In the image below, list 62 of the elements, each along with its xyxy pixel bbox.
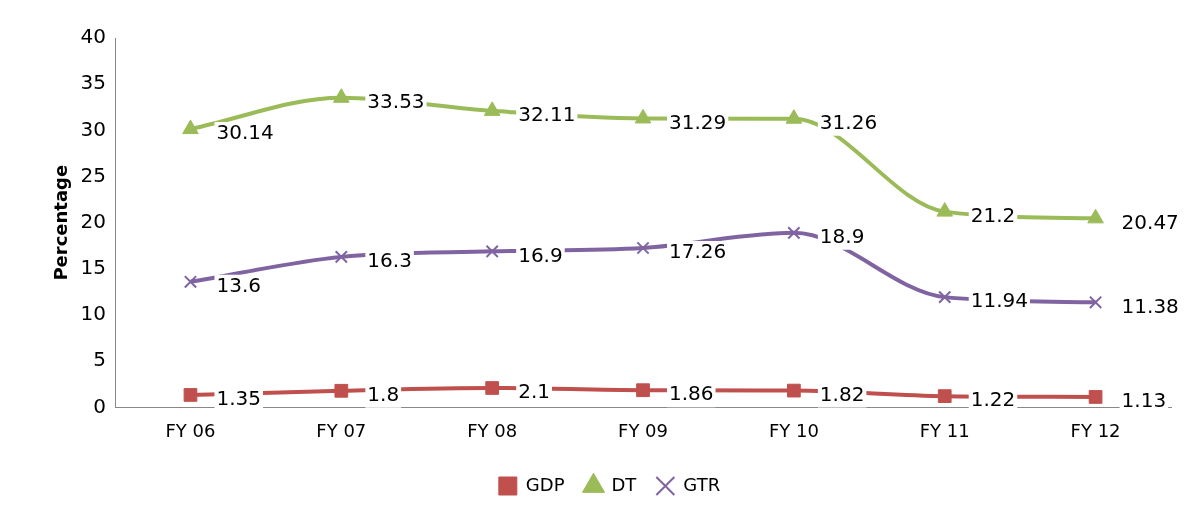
y-tick-label: 25	[80, 162, 107, 187]
point	[485, 244, 499, 258]
y-tick-label: 20	[80, 208, 107, 233]
point	[485, 381, 500, 395]
point	[636, 383, 650, 398]
legend-label: GTR	[683, 473, 721, 495]
data-label: 1.13	[1121, 388, 1167, 413]
legend-label: DT	[611, 473, 638, 495]
data-label: 32.11	[518, 102, 576, 127]
data-label: 1.8	[367, 381, 400, 406]
data-label: 2.1	[518, 379, 550, 404]
data-label: 21.2	[970, 202, 1016, 227]
point	[183, 275, 198, 289]
x-tick-label: FY 06	[165, 419, 216, 441]
x-tick-label: FY 08	[467, 419, 518, 441]
point	[483, 101, 501, 116]
y-tick-label: 5	[93, 347, 107, 372]
data-label: 1.82	[819, 381, 865, 406]
point	[1087, 208, 1104, 224]
y-tick-label: 0	[93, 393, 107, 418]
y-tick-label: 15	[80, 255, 107, 280]
point	[334, 383, 349, 398]
point	[1088, 390, 1103, 404]
y-tick-label: 35	[80, 70, 107, 95]
y-tick-label: 30	[80, 116, 107, 141]
data-label: 31.29	[669, 109, 727, 134]
x-tick-label: FY 10	[768, 419, 819, 441]
x-tick-label: FY 11	[919, 419, 970, 441]
data-label: 1.35	[216, 386, 262, 411]
point	[182, 119, 199, 135]
data-label: 16.3	[367, 248, 412, 273]
y-axis-title: Percentage	[50, 164, 72, 281]
point	[1088, 295, 1103, 309]
y-tick-label: 40	[80, 24, 107, 49]
legend-label: GDP	[525, 473, 565, 495]
point	[785, 109, 803, 124]
y-tick-label: 10	[80, 301, 107, 326]
point	[936, 202, 954, 217]
data-label: 1.22	[970, 387, 1016, 412]
data-label: 18.9	[819, 224, 865, 249]
data-label: 31.26	[819, 109, 878, 134]
data-label: 16.9	[518, 242, 563, 267]
data-label: 11.94	[970, 288, 1028, 313]
data-label: 11.38	[1121, 293, 1179, 318]
point	[787, 383, 801, 398]
data-label: 20.47	[1121, 209, 1179, 234]
point	[937, 389, 952, 403]
data-label: 13.6	[216, 273, 262, 298]
point	[938, 290, 952, 304]
data-label: 1.86	[669, 381, 714, 406]
data-label: 33.53	[367, 88, 425, 113]
point	[787, 226, 801, 240]
data-label: 30.14	[216, 120, 274, 145]
x-tick-label: FY 07	[316, 419, 367, 441]
x-tick-label: FY 12	[1070, 419, 1121, 441]
point	[333, 88, 350, 103]
data-label: 17.26	[669, 239, 727, 264]
point	[183, 388, 198, 402]
x-tick-label: FY 09	[618, 419, 669, 441]
point	[634, 108, 652, 124]
point	[636, 241, 650, 255]
point	[334, 250, 348, 264]
